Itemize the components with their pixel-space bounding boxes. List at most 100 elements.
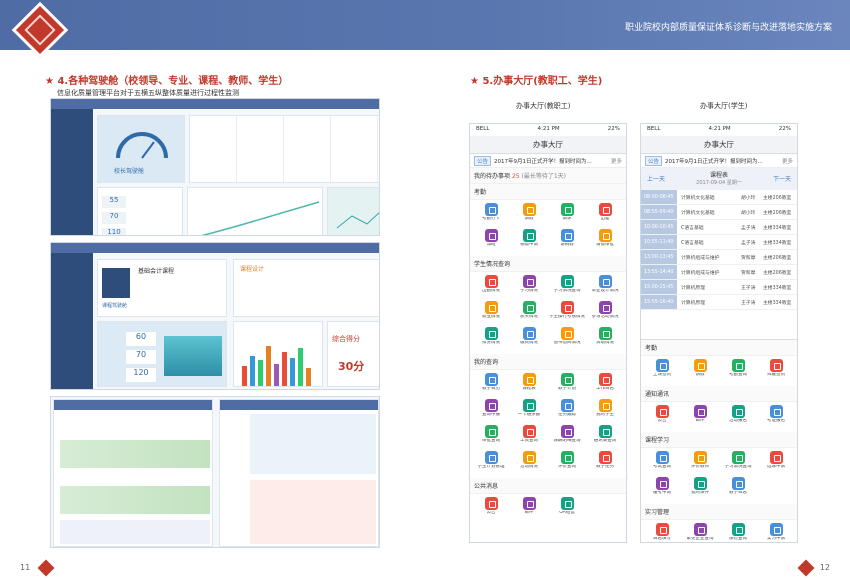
menu-item[interactable]: 教学任务: [586, 451, 624, 475]
menu-item[interactable]: 考证报名: [757, 405, 795, 429]
menu-item[interactable]: 课程表: [510, 373, 548, 397]
menu-item-icon: [560, 301, 574, 314]
page-number-left: 11: [20, 563, 31, 572]
menu-item[interactable]: 出勤情况: [472, 275, 510, 299]
menu-item[interactable]: 考勤打卡: [472, 203, 510, 227]
menu-item-label: 教学任务: [596, 465, 614, 469]
menu-item[interactable]: 日志填写: [643, 523, 681, 542]
menu-item[interactable]: 请假: [681, 359, 719, 383]
menu-item-icon: [484, 229, 498, 242]
menu-item-label: 出差: [600, 217, 610, 221]
menu-item[interactable]: 请假: [510, 203, 548, 227]
stat-card: 120: [126, 368, 156, 382]
prev-day-button[interactable]: 上一天: [647, 176, 666, 183]
menu-item-icon: [484, 301, 498, 314]
menu-item[interactable]: 课酬明细查询: [548, 425, 586, 449]
menu-item[interactable]: 资助情况: [586, 327, 624, 351]
menu-item[interactable]: 考勤查询: [719, 359, 757, 383]
menu-item-icon: [693, 451, 707, 464]
menu-item-icon: [522, 373, 536, 386]
right-section-title: 5.办事大厅(教职工、学生): [482, 76, 603, 87]
menu-item[interactable]: 学生计划管理: [472, 451, 510, 475]
menu-item-icon: [598, 425, 612, 438]
menu-item[interactable]: 邮件: [681, 405, 719, 429]
menu-item-label: 归寝签到: [767, 373, 785, 377]
menu-item[interactable]: 我的学生: [586, 399, 624, 423]
menu-item[interactable]: 缴费情况: [510, 327, 548, 351]
schedule-time: 08:55-09:40: [641, 205, 677, 219]
menu-item[interactable]: 扣分情况: [472, 327, 510, 351]
menu-item[interactable]: 活动报名: [719, 405, 757, 429]
menu-item-label: 课酬明细查询: [553, 439, 581, 443]
menu-item[interactable]: 参与活动情况: [586, 301, 624, 325]
menu-item[interactable]: 学习情况查询: [548, 275, 586, 299]
next-day-button[interactable]: 下一天: [772, 176, 791, 183]
menu-item-label: 课程表: [522, 387, 536, 391]
menu-item-icon: [598, 399, 612, 412]
menu-item-label: 家更企业查询: [686, 537, 714, 541]
menu-item-label: 教学计划: [558, 387, 576, 391]
menu-item[interactable]: 通讯录查询: [586, 425, 624, 449]
menu-item[interactable]: 审批查询: [472, 425, 510, 449]
menu-item[interactable]: 任务跟踪: [548, 399, 586, 423]
menu-item[interactable]: 学生操行考核情况: [548, 301, 586, 325]
schedule-room: 主楼206教室: [763, 270, 792, 276]
gauge-label: 校长驾驶舱: [114, 168, 145, 175]
menu-item[interactable]: OA短信: [548, 497, 586, 521]
schedule-time: 15:55-16:40: [641, 295, 677, 309]
menu-item-label: 学生操行考核情况: [549, 315, 585, 319]
menu-item[interactable]: 我的课件: [681, 477, 719, 501]
menu-item[interactable]: 上课签到: [643, 359, 681, 383]
menu-item-label: 通讯录查询: [593, 439, 617, 443]
menu-item[interactable]: 加班: [472, 229, 510, 253]
menu-item[interactable]: 学习情况查询: [719, 451, 757, 475]
menu-item[interactable]: 获奖情况: [510, 301, 548, 325]
menu-item[interactable]: 毕业设计情况: [586, 275, 624, 299]
menu-item-label: 邮件: [524, 511, 534, 515]
menu-item[interactable]: 公告: [472, 497, 510, 521]
menu-item[interactable]: 评价教师: [681, 451, 719, 475]
schedule-time: 08:00-08:45: [641, 190, 677, 204]
menu-item[interactable]: 保险查询: [719, 523, 757, 542]
menu-item[interactable]: 工资查询: [510, 425, 548, 449]
menu-item[interactable]: 查询申报: [472, 399, 510, 423]
menu-item[interactable]: 图书借阅情况: [548, 327, 586, 351]
menu-item[interactable]: 请假审批: [586, 229, 624, 253]
section-title: 通知通讯: [641, 386, 797, 402]
menu-item[interactable]: 调休: [548, 203, 586, 227]
menu-item[interactable]: 工作日志: [586, 373, 624, 397]
menu-item[interactable]: 选课申请: [757, 451, 795, 475]
menu-item-icon: [693, 477, 707, 490]
section-title: 我的查询: [470, 354, 626, 370]
menu-item-label: 活动情况: [520, 465, 538, 469]
menu-item[interactable]: 销假申请: [510, 229, 548, 253]
menu-item[interactable]: 学习情况: [510, 275, 548, 299]
menu-item[interactable]: 教学日历: [472, 373, 510, 397]
menu-item[interactable]: 公告: [643, 405, 681, 429]
menu-item[interactable]: 评价查询: [548, 451, 586, 475]
menu-item[interactable]: 家更企业查询: [681, 523, 719, 542]
menu-item[interactable]: 教学日志: [719, 477, 757, 501]
menu-item[interactable]: 实习申请: [757, 523, 795, 542]
menu-item[interactable]: 归寝签到: [757, 359, 795, 383]
menu-item[interactable]: 出差: [586, 203, 624, 227]
schedule-course: C语言基础: [681, 240, 704, 246]
menu-item[interactable]: 一卡通余额: [510, 399, 548, 423]
menu-item[interactable]: 教学计划: [548, 373, 586, 397]
menu-item-label: 工作日志: [596, 387, 614, 391]
menu-item[interactable]: 缓考申请: [643, 477, 681, 501]
menu-item[interactable]: 邮件: [510, 497, 548, 521]
notice-bar[interactable]: 公告 2017年9月1日正式开学！报到时间为... 更多: [470, 154, 626, 168]
todo-bar[interactable]: 我的待办事项 25 (最长等待了1天): [470, 168, 626, 184]
menu-item[interactable]: 请销假: [548, 229, 586, 253]
menu-item[interactable]: 活动情况: [510, 451, 548, 475]
menu-item-icon: [560, 327, 574, 340]
menu-item-label: 请假: [695, 373, 705, 377]
menu-item-icon: [484, 399, 498, 412]
schedule-teacher: 胡小玲: [741, 210, 756, 216]
schedule-room: 主楼334教室: [763, 285, 792, 291]
menu-item-icon: [560, 373, 574, 386]
menu-item[interactable]: 就业情况: [472, 301, 510, 325]
notice-bar[interactable]: 公告 2017年9月1日正式开学！报到时间为... 更多: [641, 154, 797, 168]
menu-item[interactable]: 考试查询: [643, 451, 681, 475]
